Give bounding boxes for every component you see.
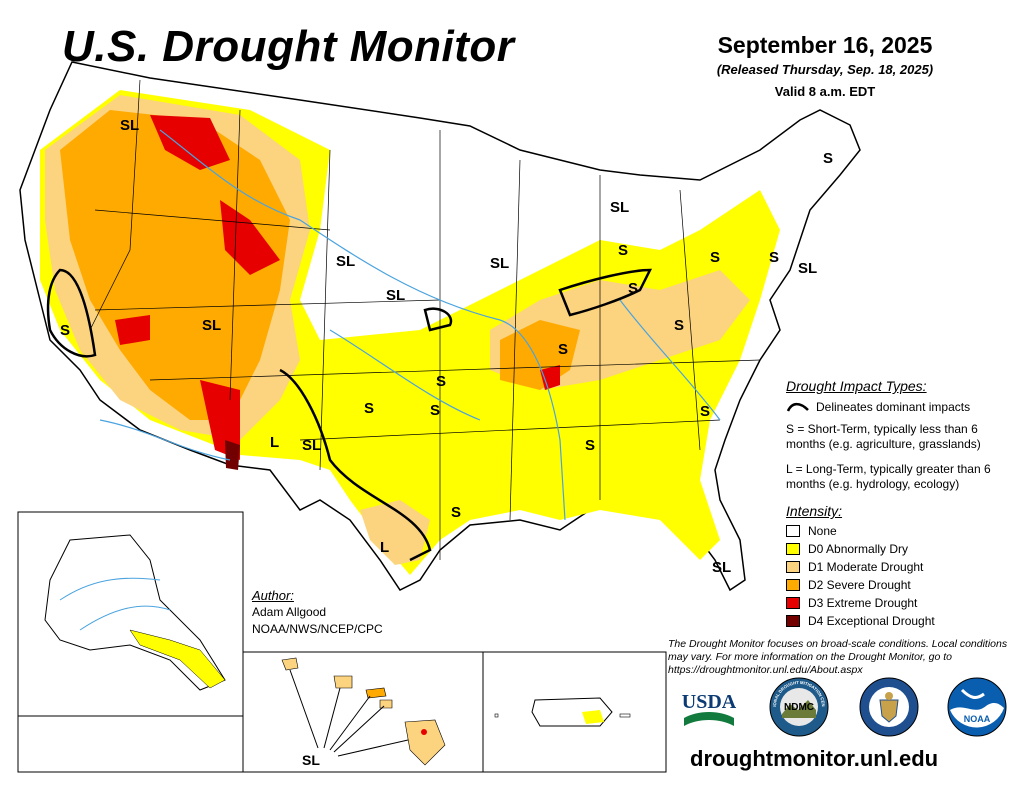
impact-short-term: S = Short-Term, typically less than 6 mo…	[786, 422, 981, 451]
impact-long-term: L = Long-Term, typically greater than 6 …	[786, 462, 991, 491]
usda-logo-text: USDA	[682, 691, 737, 713]
label-s-tx: S	[451, 504, 461, 521]
legend-label: None	[808, 524, 837, 538]
label-s-nc: S	[700, 403, 710, 420]
label-sl-nm: SL	[302, 437, 321, 454]
label-s-mo: S	[558, 341, 568, 358]
rivers	[99, 129, 721, 521]
label-s-ok3: S	[430, 402, 440, 419]
legend-swatch	[786, 597, 800, 609]
impact-delineation-label: Delineates dominant impacts	[816, 400, 971, 414]
state-lines	[89, 79, 761, 560]
ndmc-logo-text: NDMC	[784, 702, 814, 713]
label-s-ky: S	[628, 280, 638, 297]
author-org: NOAA/NWS/NCEP/CPC	[252, 622, 383, 636]
label-s-pa: S	[710, 249, 720, 266]
ndmc-logo: NDMC NATIONAL DROUGHT MITIGATION CENTER	[768, 676, 829, 737]
d1-texas	[360, 500, 430, 565]
legend-label: D0 Abnormally Dry	[808, 542, 909, 556]
legend-label: D1 Moderate Drought	[808, 560, 924, 574]
impact-lines	[46, 268, 653, 562]
map-date: September 16, 2025	[717, 32, 933, 58]
website-url[interactable]: droughtmonitor.unl.edu	[690, 746, 939, 771]
conus-map	[19, 61, 861, 592]
label-sl-ne: SL	[336, 253, 355, 270]
legend-swatch	[786, 615, 800, 627]
d3-nv	[115, 315, 150, 345]
label-s-nj: S	[769, 249, 779, 266]
d3-ms	[540, 365, 560, 390]
impact-line-icon	[786, 402, 809, 412]
valid-time: Valid 8 a.m. EDT	[774, 84, 876, 99]
label-s-al: S	[585, 437, 595, 454]
legend-label: D4 Exceptional Drought	[808, 614, 935, 628]
label-s-ok2: S	[364, 400, 374, 417]
label-s-va: S	[674, 317, 684, 334]
d3-areas	[150, 115, 230, 170]
page-title: U.S. Drought Monitor	[62, 22, 515, 71]
label-sl-wa: SL	[120, 117, 139, 134]
label-l-nm: L	[270, 434, 279, 451]
label-sl-ny: SL	[798, 260, 817, 277]
label-s-ok1: S	[436, 373, 446, 390]
legend-swatch	[786, 525, 800, 537]
label-s-me: S	[823, 150, 833, 167]
release-date: (Released Thursday, Sep. 18, 2025)	[716, 62, 934, 77]
label-sl-ut: SL	[202, 317, 221, 334]
label-sl-mi: SL	[610, 199, 629, 216]
author-name: Adam Allgood	[252, 605, 327, 619]
legend-swatch	[786, 579, 800, 591]
label-sl-ia: SL	[490, 255, 509, 272]
label-s-ca: S	[60, 322, 70, 339]
region-labels: SL SL SL SL SL SL SL SL SL S S S S S S S…	[60, 117, 833, 576]
label-l-tx: L	[380, 539, 389, 556]
author-title: Author:	[252, 588, 294, 603]
legend-label: D2 Severe Drought	[808, 578, 911, 592]
label-sl-fl: SL	[712, 559, 731, 576]
impact-types-title: Drought Impact Types:	[786, 378, 927, 394]
legend-swatch	[786, 543, 800, 555]
hawaii-inset: SL	[242, 651, 484, 773]
puerto-rico-inset	[482, 651, 667, 773]
commerce-seal	[859, 677, 919, 737]
noaa-logo: NOAA	[947, 677, 1007, 737]
disclaimer-text: The Drought Monitor focuses on broad-sca…	[668, 638, 1008, 676]
d2-areas	[60, 110, 290, 420]
intensity-title: Intensity:	[786, 503, 843, 519]
label-s-oh: S	[618, 242, 628, 259]
label-sl-ks: SL	[386, 287, 405, 304]
legend-label: D3 Extreme Drought	[808, 596, 918, 610]
usda-logo: USDA	[682, 691, 737, 726]
legend-swatch	[786, 561, 800, 573]
noaa-logo-text: NOAA	[964, 714, 991, 724]
label-sl-hi: SL	[302, 752, 320, 768]
d4-areas	[225, 440, 240, 470]
alaska-inset	[17, 511, 244, 773]
